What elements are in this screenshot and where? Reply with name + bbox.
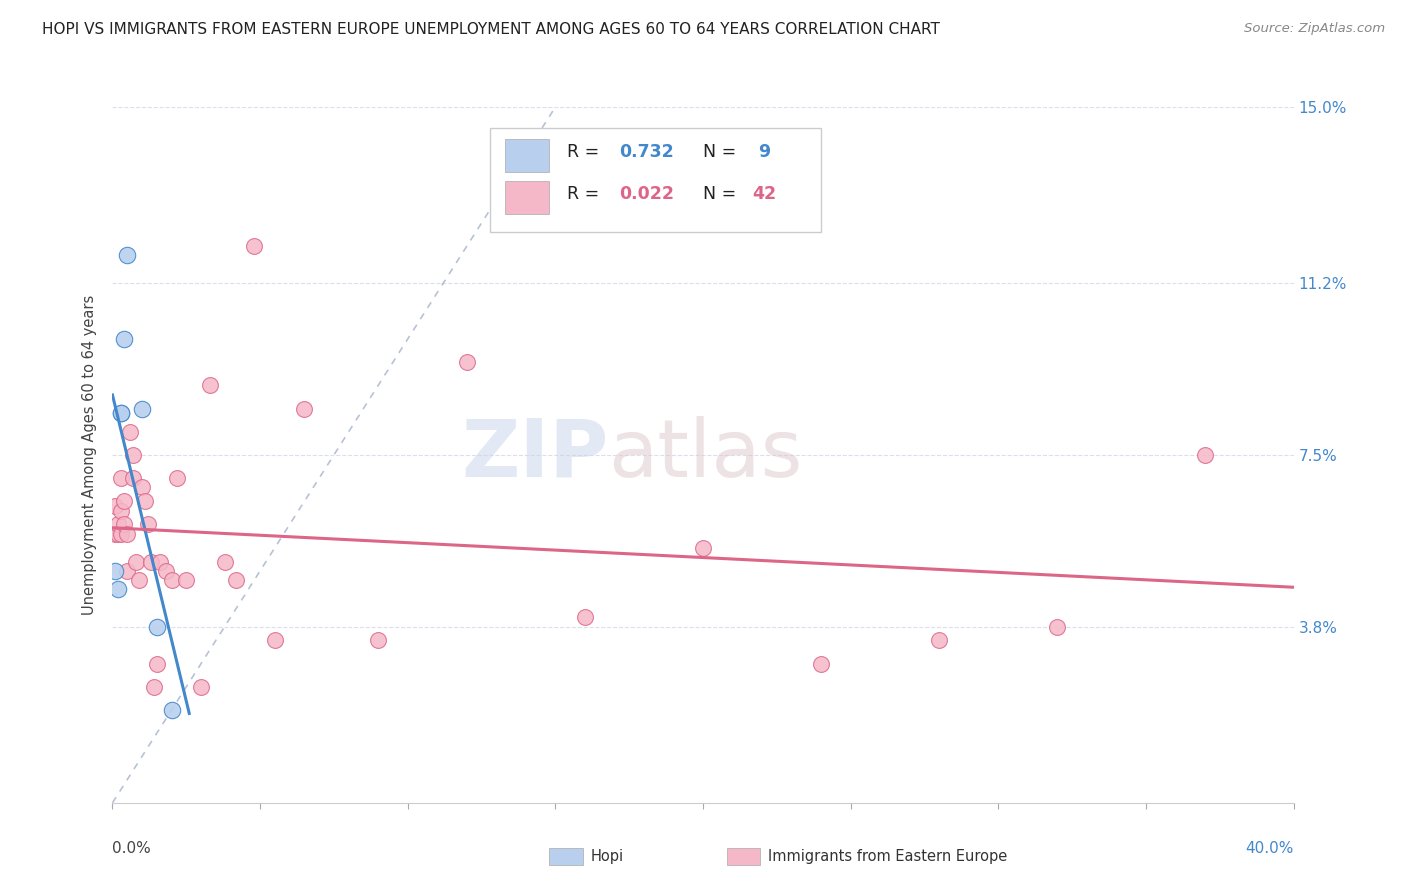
Point (117, 564, 138, 578)
Point (166, 471, 188, 485)
Bar (550, 848, 582, 865)
Point (692, 541, 714, 555)
Text: 0.0%: 0.0% (112, 841, 152, 856)
Point (117, 248, 138, 262)
Point (110, 471, 132, 485)
Point (292, 401, 315, 416)
Point (120, 425, 142, 439)
Point (146, 657, 169, 671)
Point (104, 564, 127, 578)
Point (456, 355, 478, 369)
Text: HOPI VS IMMIGRANTS FROM EASTERN EUROPE UNEMPLOYMENT AMONG AGES 60 TO 64 YEARS CO: HOPI VS IMMIGRANTS FROM EASTERN EUROPE U… (42, 22, 941, 37)
Point (104, 526, 127, 541)
Point (136, 517, 159, 532)
Point (112, 517, 135, 532)
Point (243, 239, 266, 253)
Point (128, 573, 150, 587)
Bar (505, 139, 550, 172)
Text: 0.022: 0.022 (619, 185, 673, 203)
Point (110, 406, 132, 420)
Text: Source: ZipAtlas.com: Source: ZipAtlas.com (1244, 22, 1385, 36)
Point (1194, 448, 1216, 462)
Point (107, 582, 129, 597)
Point (107, 526, 129, 541)
Point (174, 573, 197, 587)
Point (139, 555, 162, 569)
Point (1046, 619, 1069, 633)
Bar (727, 848, 759, 865)
Text: Hopi: Hopi (591, 849, 624, 863)
Text: atlas: atlas (609, 416, 803, 494)
Point (104, 499, 127, 513)
Point (928, 633, 950, 648)
Point (117, 526, 138, 541)
Point (131, 401, 153, 416)
Point (160, 703, 183, 717)
Point (810, 657, 832, 671)
Text: ZIP: ZIP (461, 416, 609, 494)
Point (112, 332, 135, 346)
Point (107, 517, 129, 532)
Text: N =: N = (703, 144, 742, 161)
Point (160, 573, 183, 587)
Point (110, 406, 132, 420)
Text: 42: 42 (752, 185, 776, 203)
Point (110, 503, 132, 517)
Point (142, 680, 165, 694)
Point (198, 378, 221, 392)
Point (574, 610, 596, 624)
Point (367, 633, 389, 648)
Text: 9: 9 (752, 144, 770, 161)
Point (155, 564, 177, 578)
Point (146, 619, 169, 633)
Point (131, 480, 153, 494)
Text: R =: R = (567, 144, 605, 161)
Text: 0.732: 0.732 (619, 144, 673, 161)
Point (214, 555, 236, 569)
Text: R =: R = (567, 185, 605, 203)
Point (122, 448, 145, 462)
Point (125, 555, 148, 569)
Y-axis label: Unemployment Among Ages 60 to 64 years: Unemployment Among Ages 60 to 64 years (82, 294, 97, 615)
Point (149, 555, 172, 569)
Point (225, 573, 247, 587)
Point (134, 494, 156, 508)
Point (264, 633, 287, 648)
Text: N =: N = (703, 185, 742, 203)
Point (110, 526, 132, 541)
Text: Immigrants from Eastern Europe: Immigrants from Eastern Europe (768, 849, 1007, 863)
Point (122, 471, 145, 485)
Point (190, 680, 212, 694)
Bar (505, 181, 550, 214)
Text: 40.0%: 40.0% (1246, 841, 1294, 856)
FancyBboxPatch shape (491, 128, 821, 232)
Point (112, 494, 135, 508)
